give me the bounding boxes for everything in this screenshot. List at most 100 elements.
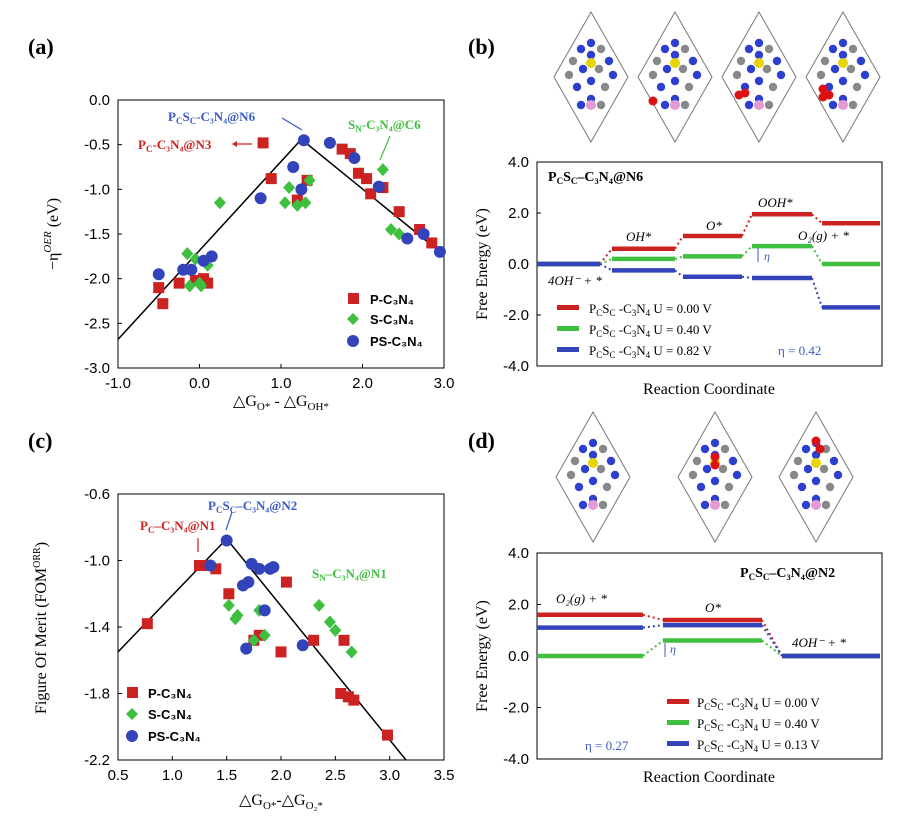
annotation-a-blue: PCSC-C₃N₄@N6	[168, 109, 256, 126]
atom	[803, 464, 813, 474]
atom	[732, 470, 742, 480]
atom-phosphorus	[754, 100, 764, 110]
atom-sulfur	[588, 458, 598, 468]
point-p	[202, 277, 214, 289]
atom	[588, 450, 598, 460]
point-s	[323, 615, 336, 629]
annotation-c-blue: PCSC–C₃N₄@N2	[208, 498, 297, 515]
y-tick-label: 0.0	[508, 256, 529, 273]
atom-phosphorus	[811, 500, 821, 510]
atom	[797, 482, 807, 492]
unit-cell	[805, 10, 881, 144]
atom	[648, 70, 658, 80]
x-ticks-c: 0.5 1.0 1.5 2.0 2.5 3.0 3.5	[108, 756, 454, 784]
x-tick-label: 1.0	[271, 375, 292, 392]
atom-sulfur	[754, 58, 764, 68]
atom	[586, 38, 596, 48]
atom	[744, 100, 754, 110]
point-s	[345, 645, 358, 659]
point-ps	[204, 559, 217, 572]
atom	[602, 482, 612, 492]
point-p	[393, 206, 405, 218]
atom-oxygen	[710, 460, 720, 470]
point-s	[231, 608, 244, 622]
y-ticks-b: 4.0 2.0 0.0 -2.0 -4.0	[503, 154, 541, 375]
energy-connector	[599, 263, 613, 272]
legend-d: PCSC -C3N4 U = 0.00 V PCSC -C3N4 U = 0.4…	[585, 695, 820, 754]
point-ps	[372, 180, 385, 193]
y-axis-label-c: Figure Of Merit (FOMORR)	[32, 542, 50, 714]
points-c	[141, 534, 393, 741]
atom-oxygen	[818, 84, 828, 94]
y-tick-label: 2.0	[508, 597, 529, 614]
points-a	[152, 134, 446, 310]
step-label-d-2: 4OH⁻ + *	[792, 635, 846, 650]
atom	[811, 476, 821, 486]
atom	[718, 464, 728, 474]
point-s	[247, 633, 260, 647]
y-tick-label: -2.2	[84, 752, 110, 769]
atom-phosphorus	[586, 100, 596, 110]
atom-oxygen	[824, 90, 834, 100]
y-tick-label: -4.0	[503, 358, 529, 375]
atom	[606, 456, 616, 466]
point-p	[352, 167, 364, 179]
atom	[564, 70, 574, 80]
atom	[754, 38, 764, 48]
point-s	[299, 196, 312, 210]
energy-connector	[642, 613, 664, 621]
atom	[700, 500, 710, 510]
legend-label-p: P-C₃N₄	[148, 686, 192, 701]
chart-a: 0.0 -0.5 -1.0 -1.5 -2.0 -2.5 -3.0 -1.0 0.0 1.0 2.…	[42, 92, 454, 413]
point-ps	[185, 263, 198, 276]
unit-cell	[637, 10, 713, 144]
molecule-images-d	[555, 410, 854, 544]
atom-sulfur	[811, 458, 821, 468]
point-ps	[295, 183, 308, 196]
energy-connector	[811, 213, 823, 224]
atom	[700, 444, 710, 454]
x-tick-label: 0.5	[108, 767, 129, 784]
atom	[660, 100, 670, 110]
atom	[594, 64, 604, 74]
atom-oxygen	[648, 96, 658, 106]
point-s	[303, 173, 316, 187]
step-label-b-4: O₂(g) + *	[798, 228, 849, 243]
x-tick-label: 1.0	[162, 767, 183, 784]
x-axis-label-b: Reaction Coordinate	[643, 381, 775, 398]
atom	[764, 100, 774, 110]
point-ps	[220, 534, 233, 547]
point-ps	[152, 268, 165, 281]
panel-label-b: (b)	[468, 34, 495, 59]
atom	[692, 456, 702, 466]
atom	[764, 44, 774, 54]
legend-a: P-C₃N₄ S-C₃N₄ PS-C₃N₄	[347, 292, 423, 349]
point-s	[283, 181, 296, 195]
legend-marker-s	[126, 708, 138, 720]
atom	[596, 464, 606, 474]
point-ps	[240, 642, 253, 655]
point-p	[308, 634, 320, 646]
legend-marker-ps	[347, 335, 359, 347]
legend-line-d-2	[667, 741, 689, 746]
y-tick-label: 4.0	[508, 545, 529, 562]
atom	[576, 44, 586, 54]
y-ticks-a: 0.0 -0.5 -1.0 -1.5 -2.0 -2.5 -3.0	[84, 92, 122, 377]
point-ps	[433, 245, 446, 258]
atom	[762, 64, 772, 74]
legend-label-b-0: PCSC -C3N4 U = 0.00 V	[589, 301, 712, 318]
x-tick-label: 3.0	[379, 767, 400, 784]
atom	[768, 82, 778, 92]
energy-connector	[761, 639, 783, 657]
atom	[680, 44, 690, 54]
molecule-structure	[677, 410, 753, 544]
chart-c: -0.6 -1.0 -1.4 -1.8 -2.2 0.5 1.0 1.5 2.0 2.5 3.0 3…	[32, 486, 454, 812]
y-tick-label: 0.0	[89, 92, 110, 109]
point-s	[279, 196, 292, 210]
legend-label-s: S-C₃N₄	[148, 707, 192, 722]
x-tick-label: 2.0	[352, 375, 373, 392]
eta-value-b: η = 0.42	[778, 343, 821, 358]
x-tick-label: 1.5	[216, 767, 237, 784]
molecule-structure	[555, 410, 631, 544]
unit-cell	[677, 410, 753, 544]
